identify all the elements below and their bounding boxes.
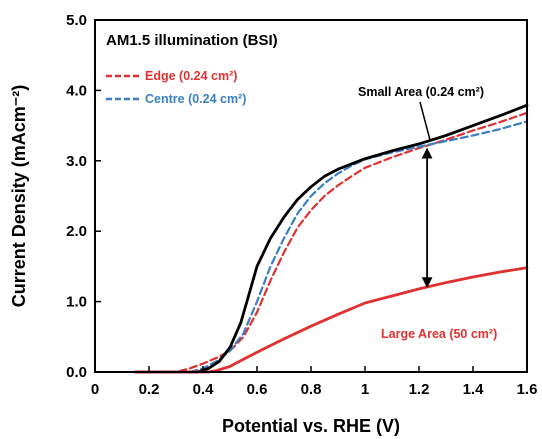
legend: Edge (0.24 cm²) Centre (0.24 cm²) — [106, 69, 246, 106]
annotation-small-area-leader — [419, 101, 431, 141]
y-tick-label: 3.0 — [66, 153, 87, 170]
annotation-large-area: Large Area (50 cm²) — [381, 327, 497, 341]
y-tick-label: 2.0 — [66, 223, 87, 240]
x-tick-label: 1 — [361, 381, 369, 398]
legend-label-centre: Centre (0.24 cm²) — [145, 92, 246, 106]
tick-layer: 0 0.2 0.4 0.6 0.8 1 1.2 1.4 1.6 0.0 1.0 2.0 3.0 4.0 5.… — [66, 12, 537, 398]
series-small-area-line — [134, 103, 529, 374]
y-tick-label: 5.0 — [66, 12, 87, 29]
x-tick-label: 0.2 — [139, 381, 160, 398]
y-axis-title: Current Density (mAcm⁻²) — [9, 85, 29, 308]
x-tick-label: 0.8 — [301, 381, 322, 398]
y-tick-label: 4.0 — [66, 82, 87, 99]
series-layer — [134, 103, 529, 374]
x-tick-label: 0.4 — [193, 381, 215, 398]
y-tick-label: 0.0 — [66, 364, 87, 381]
y-tick-label: 1.0 — [66, 294, 87, 311]
x-axis-title: Potential vs. RHE (V) — [222, 416, 400, 436]
x-tick-label: 1.2 — [409, 381, 430, 398]
x-tick-label: 0.6 — [247, 381, 268, 398]
x-tick-label: 1.4 — [463, 381, 485, 398]
chart-title: AM1.5 illumination (BSI) — [106, 32, 278, 49]
annotation-small-area: Small Area (0.24 cm²) — [358, 85, 484, 99]
legend-label-edge: Edge (0.24 cm²) — [145, 69, 237, 83]
x-tick-label: 0 — [91, 381, 99, 398]
series-large-area-line — [134, 266, 529, 374]
x-tick-label: 1.6 — [517, 381, 538, 398]
